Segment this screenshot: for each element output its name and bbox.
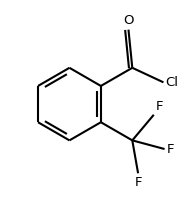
Text: F: F — [134, 176, 142, 189]
Text: F: F — [166, 142, 174, 156]
Text: F: F — [156, 100, 163, 113]
Text: O: O — [123, 14, 134, 27]
Text: Cl: Cl — [165, 76, 178, 89]
